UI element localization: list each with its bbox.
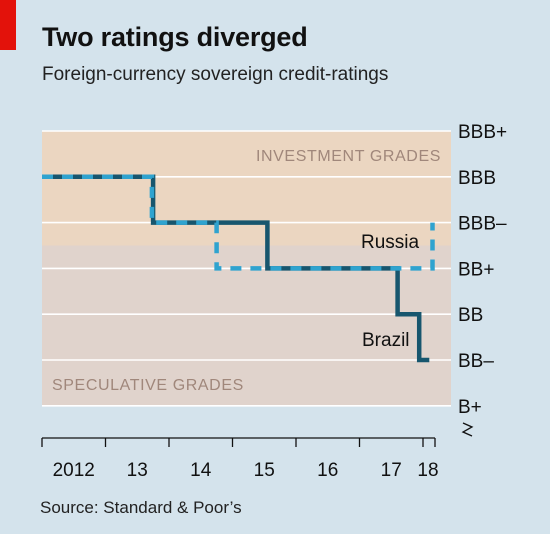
brand-tag — [0, 0, 16, 50]
y-tick-label: BBB+ — [458, 122, 507, 143]
y-tick-label: BB+ — [458, 259, 494, 280]
chart-title: Two ratings diverged — [42, 22, 308, 52]
series-label-russia: Russia — [361, 232, 420, 253]
y-tick-label: B+ — [458, 397, 482, 418]
y-tick-label: BB — [458, 305, 483, 326]
x-tick-label: 13 — [127, 460, 148, 481]
y-tick-label: BBB– — [458, 214, 507, 235]
x-tick-label: 16 — [317, 460, 338, 481]
y-tick-label: BBB — [458, 168, 496, 189]
axis-break-icon — [461, 422, 474, 437]
x-tick-label: 14 — [190, 460, 212, 481]
source-note: Source: Standard & Poor’s — [40, 498, 242, 517]
series-lines — [42, 174, 435, 363]
y-axis-labels: B+ BB– BB BB+ BBB– BBB BBB+ — [458, 122, 507, 418]
x-tick-label: 17 — [381, 460, 402, 481]
series-label-brazil: Brazil — [362, 330, 410, 351]
chart-subtitle: Foreign-currency sovereign credit-rating… — [42, 64, 389, 85]
speculative-grade-band — [42, 245, 451, 406]
x-tick-label: 18 — [417, 460, 438, 481]
speculative-grades-label: SPECULATIVE GRADES — [52, 377, 244, 394]
y-tick-label: BB– — [458, 351, 494, 372]
x-tick-label: 2012 — [53, 460, 95, 481]
series-line-russia — [42, 174, 435, 271]
investment-grade-band — [42, 131, 451, 246]
x-tick-label: 15 — [254, 460, 275, 481]
investment-grades-label: INVESTMENT GRADES — [256, 148, 441, 165]
x-axis: 2012 13 14 15 16 17 18 — [41, 422, 474, 481]
